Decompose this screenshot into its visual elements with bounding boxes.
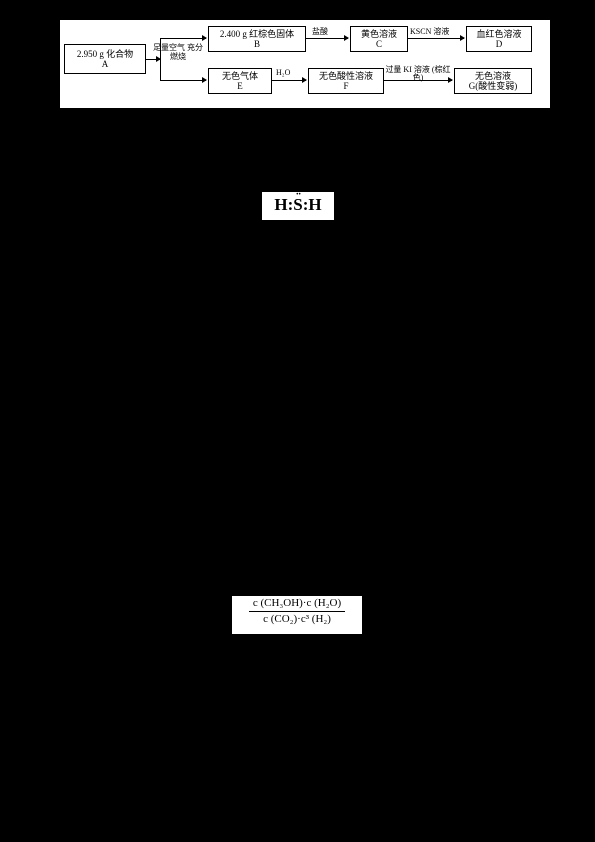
box-e: 无色气体 E: [208, 68, 272, 94]
box-d: 血红色溶液 D: [466, 26, 532, 52]
box-a-line1: 2.950 g 化合物: [77, 49, 133, 59]
box-f-line2: F: [343, 81, 348, 91]
flowchart-diagram: 2.950 g 化合物 A 足量空气 充分燃烧 2.400 g 红棕色固体 B …: [60, 20, 550, 108]
box-g-line2: G(酸性变弱): [469, 81, 518, 91]
label-a-branch: 足量空气 充分燃烧: [150, 44, 206, 62]
lewis-structure: ·· H:S:H: [262, 192, 334, 220]
lewis-lone-pair-dots: ··: [262, 190, 334, 200]
page: 2.950 g 化合物 A 足量空气 充分燃烧 2.400 g 红棕色固体 B …: [0, 0, 595, 842]
box-f: 无色酸性溶液 F: [308, 68, 384, 94]
label-f-g: 过量 KI 溶液 (棕红色): [384, 66, 452, 83]
box-a-line2: A: [102, 59, 109, 69]
box-b: 2.400 g 红棕色固体 B: [208, 26, 306, 52]
box-g: 无色溶液 G(酸性变弱): [454, 68, 532, 94]
arrow-e-to-f: [272, 80, 306, 81]
fraction-numerator: c (CH₃OH)·c (H₂O): [249, 596, 345, 612]
arrow-c-to-d: [408, 38, 464, 39]
box-f-line1: 无色酸性溶液: [319, 71, 373, 81]
label-b-c: 盐酸: [312, 26, 328, 37]
box-e-line2: E: [237, 81, 243, 91]
box-c: 黄色溶液 C: [350, 26, 408, 52]
equilibrium-fraction: c (CH₃OH)·c (H₂O) c (CO₂)·c³ (H₂): [232, 596, 362, 634]
box-c-line1: 黄色溶液: [361, 29, 397, 39]
label-e-f: H₂O: [276, 68, 290, 77]
box-e-line1: 无色气体: [222, 71, 258, 81]
box-g-line1: 无色溶液: [475, 71, 511, 81]
arrow-b-to-c: [306, 38, 348, 39]
arrow-a-to-e: [160, 80, 206, 81]
label-c-d: KSCN 溶液: [410, 26, 449, 37]
box-b-line1: 2.400 g 红棕色固体: [220, 29, 294, 39]
box-d-line1: 血红色溶液: [476, 29, 521, 39]
box-d-line2: D: [496, 39, 503, 49]
box-c-line2: C: [376, 39, 382, 49]
box-b-line2: B: [254, 39, 260, 49]
fraction-denominator: c (CO₂)·c³ (H₂): [259, 612, 335, 627]
arrow-a-to-b: [160, 38, 206, 39]
box-a: 2.950 g 化合物 A: [64, 44, 146, 74]
